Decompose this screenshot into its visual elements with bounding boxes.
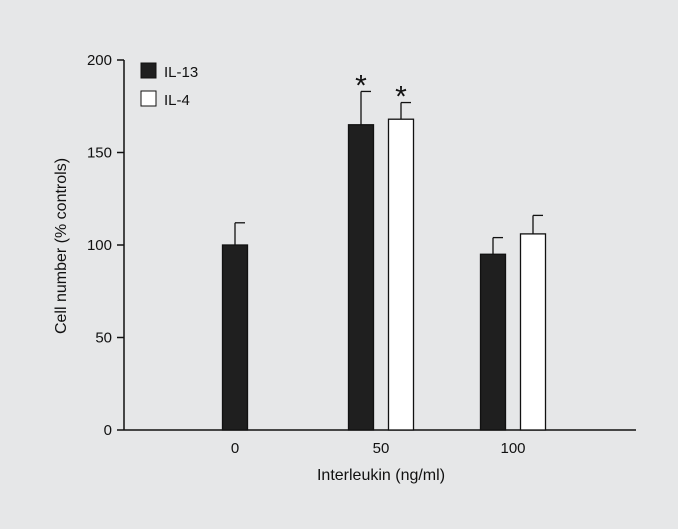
error-bars: [234, 90, 543, 255]
y-tick-label: 0: [104, 422, 112, 439]
significance-asterisk: *: [355, 69, 367, 102]
x-tick-label: 50: [373, 440, 390, 457]
legend: IL-13 IL-4: [140, 62, 198, 109]
x-tick-label: 100: [500, 440, 525, 457]
axes: [123, 60, 636, 431]
y-ticks: 0 50 100 150 200: [87, 52, 124, 439]
y-tick-label: 50: [95, 330, 112, 347]
x-ticks: 0 50 100: [231, 440, 526, 457]
bar-il13-100: [479, 253, 507, 431]
bar-il4-100: [519, 233, 547, 431]
legend-label-il4: IL-4: [164, 92, 190, 109]
legend-swatch-il13: [140, 62, 157, 79]
significance-marks: * *: [355, 69, 407, 113]
bar-il4-50: [387, 118, 415, 431]
legend-label-il13: IL-13: [164, 64, 198, 81]
y-tick-label: 100: [87, 237, 112, 254]
bar-il13-0: [221, 244, 249, 431]
y-axis-title: Cell number (% controls): [53, 158, 70, 334]
y-tick-label: 200: [87, 52, 112, 69]
x-tick-label: 0: [231, 440, 239, 457]
bar-il13-50: [347, 124, 375, 431]
legend-swatch-il4: [140, 90, 157, 107]
y-tick-label: 150: [87, 145, 112, 162]
significance-asterisk: *: [395, 81, 407, 114]
x-axis-title: Interleukin (ng/ml): [317, 467, 445, 484]
bars: [221, 118, 547, 431]
